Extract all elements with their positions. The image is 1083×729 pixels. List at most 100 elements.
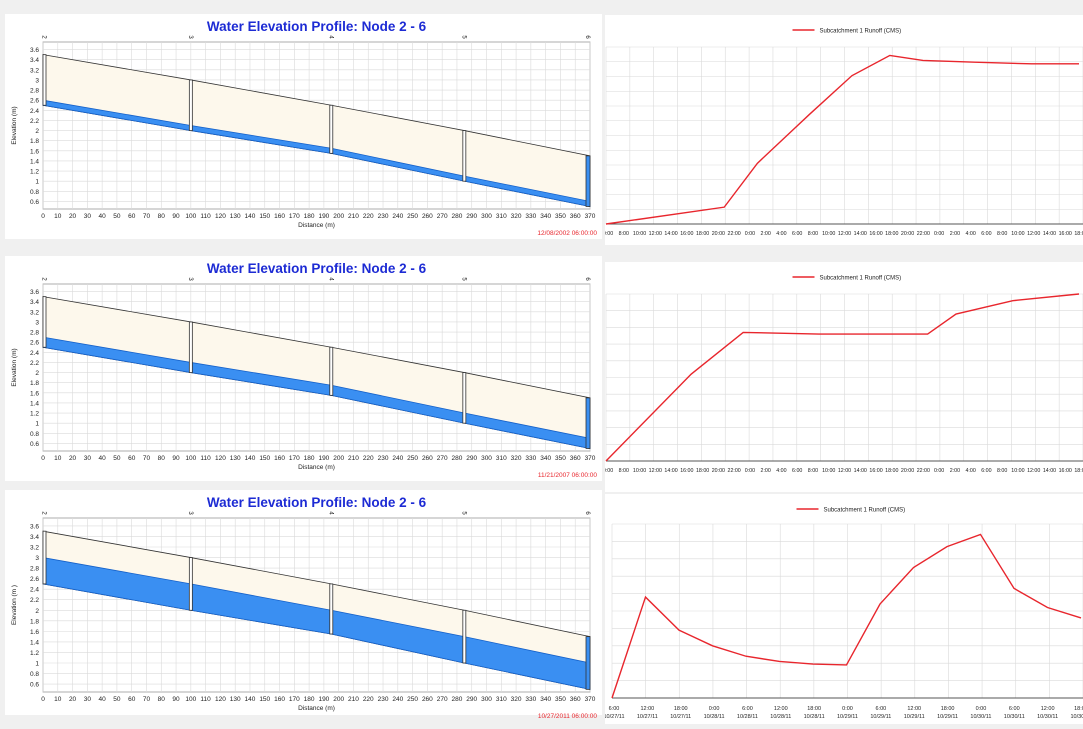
- node-manhole: [188, 557, 193, 611]
- x-tick-label: 2:00: [950, 231, 960, 237]
- x-tick-label: 20:00: [901, 231, 914, 237]
- chart-title: Water Elevation Profile: Node 2 - 6: [207, 19, 427, 34]
- x-tick-label: 260: [422, 213, 433, 220]
- x-tick-label: 20:00: [712, 468, 725, 472]
- node-manhole: [188, 321, 193, 373]
- runoff-chart-1: Subcatchment 1 Runoff (CMS) 0:00 8:00 10:00…: [603, 29, 1083, 237]
- x-tick-label: 20: [69, 696, 77, 703]
- runoff-series-line: [611, 533, 1082, 699]
- datestamp: 10/27/2011 06:00:00: [538, 713, 598, 720]
- x-tick-label: 330: [525, 455, 536, 462]
- x-tick-label: 130: [230, 213, 241, 220]
- x-tick-label: 12:00: [838, 231, 851, 237]
- x-tick-label: 12:00: [838, 468, 851, 472]
- node-label: 2: [41, 277, 47, 281]
- x-tick-label: 120: [215, 696, 226, 703]
- x-tick-date: 10/30/11: [1070, 714, 1083, 720]
- x-tick-label: 0:00: [934, 231, 944, 237]
- x-tick-label: 0: [41, 213, 45, 220]
- node-manhole: [462, 130, 467, 182]
- y-tick-label: 0.6: [30, 682, 39, 689]
- y-tick-label: 2.8: [30, 330, 39, 337]
- x-tick-label: 150: [259, 455, 270, 462]
- x-tick-label: 18:00: [885, 468, 898, 472]
- x-tick-label: 220: [363, 213, 374, 220]
- x-tick-label: 8:00: [997, 468, 1007, 472]
- x-tick-date: 10/27/11: [605, 714, 625, 720]
- x-tick-label: 22:00: [917, 468, 930, 472]
- x-tick-label: 270: [437, 696, 448, 703]
- profile-panel-3: Water Elevation Profile: Node 2 - 6 0.6 0.…: [5, 490, 602, 720]
- x-tick-label: 18:00: [941, 706, 955, 712]
- x-tick-label: 360: [570, 455, 581, 462]
- x-tick-label: 200: [333, 696, 344, 703]
- x-tick-label: 16:00: [1059, 468, 1072, 472]
- x-tick-label: 14:00: [1043, 231, 1056, 237]
- x-tick-label: 6:00: [981, 468, 991, 472]
- chart-title: Water Elevation Profile: Node 2 - 6: [207, 261, 427, 276]
- x-tick-label: 40: [99, 455, 107, 462]
- x-tick-label: 20:00: [901, 468, 914, 472]
- y-tick-label: 3: [35, 77, 39, 84]
- x-tick-label: 50: [113, 696, 121, 703]
- x-tick-label: 6:00: [981, 231, 991, 237]
- x-tick-label: 230: [378, 455, 389, 462]
- x-tick-label: 200: [333, 455, 344, 462]
- x-tick-date: 10/28/11: [804, 714, 825, 720]
- x-tick-date: 10/28/11: [737, 714, 758, 720]
- x-tick-label: 50: [113, 455, 121, 462]
- x-tick-label: 100: [185, 696, 196, 703]
- node-label: 6: [584, 277, 590, 281]
- x-tick-label: 100: [185, 455, 196, 462]
- x-tick-label: 14:00: [664, 231, 677, 237]
- x-tick-label: 18:00: [1074, 468, 1083, 472]
- x-tick-label: 14:00: [854, 231, 867, 237]
- y-tick-label: 3.2: [30, 67, 39, 74]
- x-tick-label: 4:00: [965, 231, 975, 237]
- y-tick-label: 3.6: [30, 47, 39, 54]
- x-tick-label: 320: [511, 696, 522, 703]
- x-tick-label: 20: [69, 455, 77, 462]
- y-tick-label: 2.2: [30, 118, 39, 125]
- y-tick-label: 2.6: [30, 98, 39, 105]
- y-tick-label: 2: [35, 128, 39, 135]
- y-tick-label: 1.2: [30, 169, 39, 176]
- x-tick-label: 110: [200, 213, 211, 220]
- y-tick-label: 3.4: [30, 534, 39, 541]
- chart-title: Water Elevation Profile: Node 2 - 6: [207, 495, 427, 510]
- y-tick-label: 3.2: [30, 309, 39, 316]
- x-tick-label: 12:00: [649, 468, 662, 472]
- x-tick-label: 70: [143, 213, 151, 220]
- x-tick-label: 12:00: [649, 231, 662, 237]
- x-tick-label: 8:00: [808, 231, 818, 237]
- y-axis-label: Elevation (m ): [11, 585, 18, 625]
- node-label: 3: [187, 35, 193, 39]
- node-manhole: [462, 609, 467, 664]
- x-tick-label: 190: [318, 455, 329, 462]
- node-manhole: [188, 79, 193, 131]
- profile-chart-3: Water Elevation Profile: Node 2 - 6 0.6 0.…: [11, 495, 598, 720]
- x-tick-date: 10/29/11: [870, 714, 891, 720]
- x-tick-label: 170: [289, 213, 300, 220]
- node-manhole: [329, 346, 334, 396]
- node-label: 3: [187, 511, 193, 515]
- y-tick-label: 2.8: [30, 88, 39, 95]
- x-tick-label: 300: [481, 455, 492, 462]
- y-tick-label: 2.2: [30, 597, 39, 604]
- x-tick-label: 30: [84, 213, 92, 220]
- runoff-panel-1: Subcatchment 1 Runoff (CMS) 0:00 8:00 10:00…: [603, 15, 1083, 245]
- y-tick-label: 0.8: [30, 671, 39, 678]
- x-tick-label: 180: [304, 696, 315, 703]
- x-tick-label: 340: [540, 696, 551, 703]
- x-tick-label: 6:00: [742, 706, 753, 712]
- x-tick-label: 190: [318, 696, 329, 703]
- node-manhole: [585, 636, 591, 690]
- runoff-panel-3: Subcatchment 1 Runoff (CMS) 6:00 10/27/11 1…: [603, 494, 1083, 724]
- x-tick-label: 280: [452, 696, 463, 703]
- y-tick-label: 3.6: [30, 289, 39, 296]
- x-tick-label: 280: [452, 213, 463, 220]
- x-tick-label: 40: [99, 696, 107, 703]
- x-tick-label: 0: [41, 696, 45, 703]
- x-tick-date: 10/30/11: [1037, 714, 1058, 720]
- x-tick-label: 18:00: [1074, 706, 1083, 712]
